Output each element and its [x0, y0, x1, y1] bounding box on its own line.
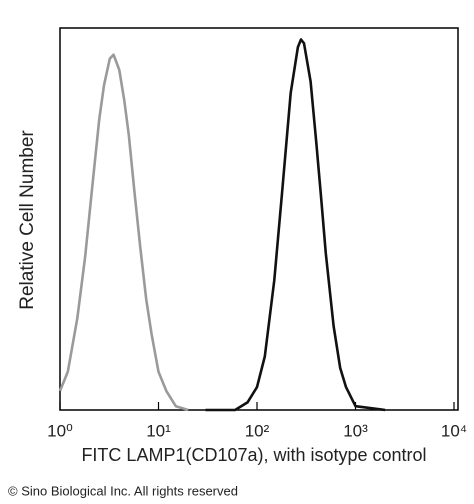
- x-tick-label: 10³: [343, 421, 368, 440]
- x-tick-label: 10¹: [146, 421, 171, 440]
- x-tick-label: 10⁰: [47, 421, 73, 440]
- x-axis-label: FITC LAMP1(CD107a), with isotype control: [81, 445, 426, 465]
- footer: © Sino Biological Inc. All rights reserv…: [8, 483, 238, 498]
- x-tick-label: 10²: [245, 421, 270, 440]
- series-line: [58, 53, 189, 412]
- plot-frame: [59, 27, 459, 411]
- y-axis-label: Relative Cell Number: [17, 130, 38, 310]
- series-line: [205, 38, 386, 412]
- x-tick-label: 10⁴: [441, 421, 467, 440]
